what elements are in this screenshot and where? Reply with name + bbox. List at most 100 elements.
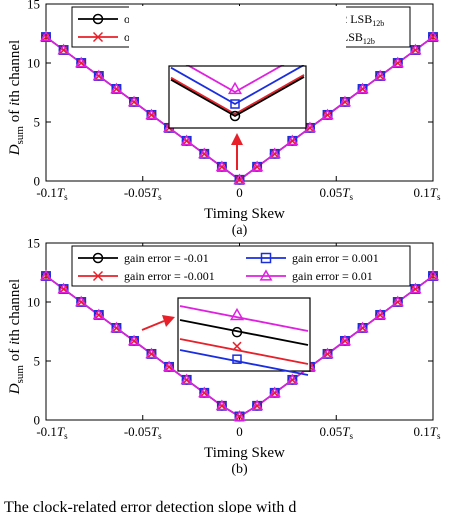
legend-label-1: gain error = -0.001 [124,269,215,283]
data-point-1-5 [129,336,139,346]
data-point-1-14 [287,136,298,146]
data-point-3-13 [268,386,281,398]
data-point-3-14 [286,373,299,385]
y-tick-label: 0 [34,174,41,189]
y-tick-label: 5 [34,115,41,130]
body-text-fragment: The clock-related error detection slope … [4,499,296,513]
data-point-3-10 [215,399,229,411]
data-point-1-1 [58,45,69,55]
zoom-arrow-head [162,315,175,327]
inset-line-0 [179,305,309,332]
data-point-1-0 [41,271,51,281]
data-point-3-3 [92,308,105,320]
data-point-1-2 [76,58,86,68]
data-point-3-17 [338,95,352,107]
data-point-1-16 [322,110,333,120]
data-point-3-21 [409,43,422,55]
data-point-3-18 [356,82,369,94]
data-point-3-16 [321,347,334,359]
data-point-1-12 [252,401,262,411]
x-tick-label: 0 [236,185,243,200]
data-point-3-19 [374,69,387,81]
data-point-1-19 [375,71,385,81]
data-point-1-1 [58,284,69,294]
inset-line-2 [170,74,305,116]
inset-border [168,65,307,129]
legend-label-3: gain error = 0.01 [292,269,373,283]
panel-b: 0 5 10 15 -0.1Ts -0.05Ts 0 0.05Ts 0.1Ts Timing Sk… [7,236,441,478]
data-point-3-19 [374,308,387,320]
data-point-1-9 [199,388,210,398]
data-point-3-1 [57,282,70,294]
data-point-3-2 [75,56,88,68]
inset-marker-1 [232,341,242,351]
x-axis-label: Timing Skew [204,445,285,461]
data-point-3-12 [250,399,264,411]
y-tick-label: 10 [27,295,40,310]
data-point-1-6 [146,110,157,120]
legend-box [71,245,411,287]
data-point-3-5 [127,334,141,346]
data-point-1-20 [393,58,403,68]
inset-mask [129,6,346,65]
x-tick-label: 0.1Ts [414,424,441,441]
data-point-1-15 [305,123,315,133]
data-point-1-9 [199,149,210,159]
y-tick-label: 5 [34,354,41,369]
data-point-3-6 [145,347,158,359]
y-axis-label: Dsum of ith channel [7,40,26,156]
legend-marker-0 [92,13,104,25]
data-point-3-9 [198,147,211,159]
data-point-1-22 [428,32,438,42]
data-point-3-1 [57,43,70,55]
data-point-3-6 [145,108,158,120]
zoom-arrow-head [231,133,243,145]
data-point-1-5 [129,97,139,107]
data-point-3-4 [110,321,123,333]
inset-marker-3 [227,81,243,95]
data-point-1-13 [269,149,280,159]
data-point-1-10 [217,401,227,411]
data-point-3-5 [127,95,141,107]
zoom-arrow-shaft [141,320,165,331]
data-point-1-19 [375,310,385,320]
data-point-3-12 [250,160,264,172]
data-point-1-14 [287,375,298,385]
data-point-1-18 [357,84,368,94]
data-point-1-0 [41,32,51,42]
data-point-1-8 [181,136,192,146]
x-tick-label: 0.05Ts [320,424,354,441]
data-point-1-4 [111,84,122,94]
data-point-1-4 [111,323,122,333]
data-point-3-22 [426,30,440,42]
data-point-1-21 [410,45,421,55]
data-point-3-8 [180,373,193,385]
data-point-1-18 [357,323,368,333]
x-axis-label: Timing Skew [204,206,285,222]
inset-marker-3 [229,307,245,321]
data-point-3-3 [92,69,105,81]
panel-a: 0 5 10 15 -0.1Ts -0.05Ts 0 0.05Ts 0.1Ts Timing Sk… [7,0,441,238]
y-axis-label: Dsum of ith channel [7,279,26,395]
data-point-1-17 [340,97,350,107]
inset-marker-2 [230,99,240,109]
y-tick-label: 15 [27,236,40,251]
x-tick-label: 0 [236,424,243,439]
data-point-3-0 [39,30,53,42]
data-point-1-21 [410,284,421,294]
data-point-3-15 [303,121,317,133]
data-point-3-11 [233,410,246,421]
inset-line-2 [179,338,309,365]
data-point-3-11 [233,173,246,185]
inset-marker-2 [232,354,242,364]
legend-label-2: gain error = 0.001 [292,251,379,265]
data-point-3-13 [268,147,281,159]
x-tick-label: 0.05Ts [320,185,354,202]
legend-marker-0 [92,252,104,264]
data-point-3-7 [162,360,176,372]
inset-marker-0 [231,326,243,338]
data-point-1-11 [234,175,245,185]
legend-marker-1 [92,31,104,43]
data-point-1-3 [94,310,104,320]
